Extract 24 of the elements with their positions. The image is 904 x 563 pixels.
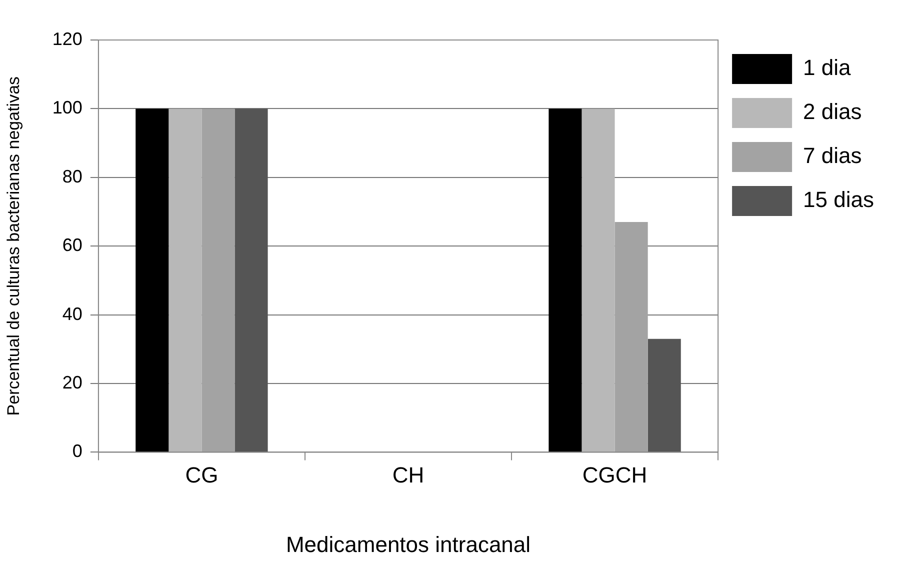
legend-label: 7 dias — [803, 143, 862, 168]
legend-label: 2 dias — [803, 99, 862, 124]
y-tick-label: 80 — [62, 166, 82, 186]
bar — [136, 108, 169, 452]
y-tick-label: 100 — [52, 98, 82, 118]
y-tick-label: 120 — [52, 28, 82, 49]
legend-label: 15 dias — [803, 187, 874, 212]
bar — [614, 222, 648, 452]
x-axis-title: Medicamentos intracanal — [286, 532, 531, 557]
bar — [202, 108, 235, 452]
y-tick-label: 60 — [62, 235, 82, 256]
bar — [168, 108, 202, 452]
bar — [648, 338, 681, 452]
bar — [234, 108, 268, 452]
bar — [548, 108, 582, 452]
x-tick-label: CGCH — [582, 462, 648, 488]
y-tick-label: 0 — [72, 441, 82, 462]
legend-label: 1 dia — [803, 55, 852, 80]
y-tick-label: 20 — [62, 372, 82, 392]
y-tick-label: 40 — [62, 304, 82, 324]
x-tick-label: CH — [392, 462, 424, 488]
bar — [582, 108, 615, 452]
x-tick-label: CG — [185, 462, 218, 488]
y-axis-title: Percentual de culturas bacterianas negativas — [4, 76, 23, 416]
